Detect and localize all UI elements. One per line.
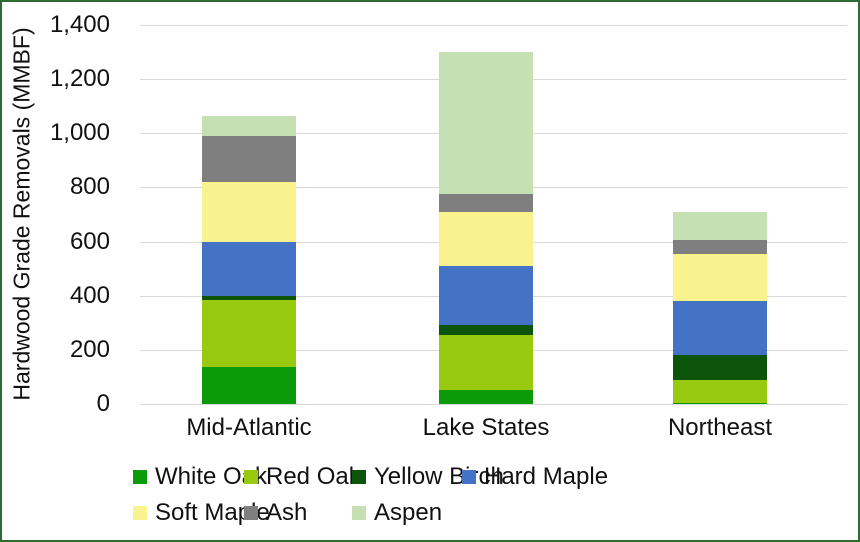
legend-label: Aspen: [374, 499, 443, 526]
legend-label: Red Oak: [266, 463, 361, 490]
bar-segment-lake-states-soft-maple: [439, 211, 533, 266]
bar-segment-lake-states-hard-maple: [439, 265, 533, 326]
bar-segment-lake-states-yellow-birch: [439, 325, 533, 335]
legend-swatch-icon: [133, 506, 147, 520]
gridline-1,400: [140, 25, 847, 26]
bar-segment-lake-states-white-oak: [439, 390, 533, 404]
y-tick-label: 1,200: [49, 65, 110, 93]
bar-segment-northeast-soft-maple: [673, 253, 767, 302]
legend-item-ash: Ash: [244, 499, 308, 526]
bar-segment-mid-atlantic-ash: [202, 135, 296, 182]
y-tick-label: 1,400: [49, 11, 110, 38]
y-tick-label: 600: [69, 227, 110, 255]
bar-segment-northeast-red-oak: [673, 379, 767, 403]
bar-segment-mid-atlantic-soft-maple: [202, 182, 296, 242]
legend-swatch-icon: [462, 470, 476, 484]
bar-segment-northeast-hard-maple: [673, 301, 767, 356]
bar-segment-mid-atlantic-hard-maple: [202, 241, 296, 296]
y-tick-label: 0: [96, 390, 110, 417]
legend-swatch-icon: [244, 470, 258, 484]
legend-swatch-icon: [244, 506, 258, 520]
bar-segment-mid-atlantic-white-oak: [202, 367, 296, 404]
y-tick-label: 800: [69, 173, 110, 201]
bar-segment-mid-atlantic-red-oak: [202, 299, 296, 368]
bar-segment-northeast-white-oak: [673, 402, 767, 404]
y-tick-label: 400: [69, 281, 110, 309]
gridline-0: [140, 404, 847, 405]
y-tick-label: 1,000: [49, 119, 110, 147]
x-category-label: Northeast: [667, 414, 773, 441]
legend-item-yellow-birch: Yellow Birch: [352, 463, 504, 490]
legend-swatch-icon: [352, 506, 366, 520]
x-category-label: Lake States: [422, 414, 550, 441]
bar-segment-lake-states-aspen: [439, 52, 533, 195]
bar-segment-mid-atlantic-aspen: [202, 115, 296, 136]
legend-label: Ash: [266, 499, 308, 526]
legend-label: Hard Maple: [484, 463, 609, 490]
legend-swatch-icon: [352, 470, 366, 484]
bar-segment-lake-states-ash: [439, 194, 533, 212]
bar-segment-lake-states-red-oak: [439, 334, 533, 391]
legend-swatch-icon: [133, 470, 147, 484]
bar-segment-northeast-aspen: [673, 211, 767, 241]
y-tick-label: 200: [69, 335, 110, 363]
legend-item-hard-maple: Hard Maple: [462, 463, 609, 490]
bar-segment-mid-atlantic-yellow-birch: [202, 295, 296, 300]
legend-item-red-oak: Red Oak: [244, 463, 361, 490]
bar-segment-northeast-ash: [673, 240, 767, 254]
x-category-label: Mid-Atlantic: [186, 414, 312, 441]
legend-label: Yellow Birch: [374, 463, 504, 490]
legend-item-aspen: Aspen: [352, 499, 443, 526]
bar-segment-northeast-yellow-birch: [673, 355, 767, 380]
